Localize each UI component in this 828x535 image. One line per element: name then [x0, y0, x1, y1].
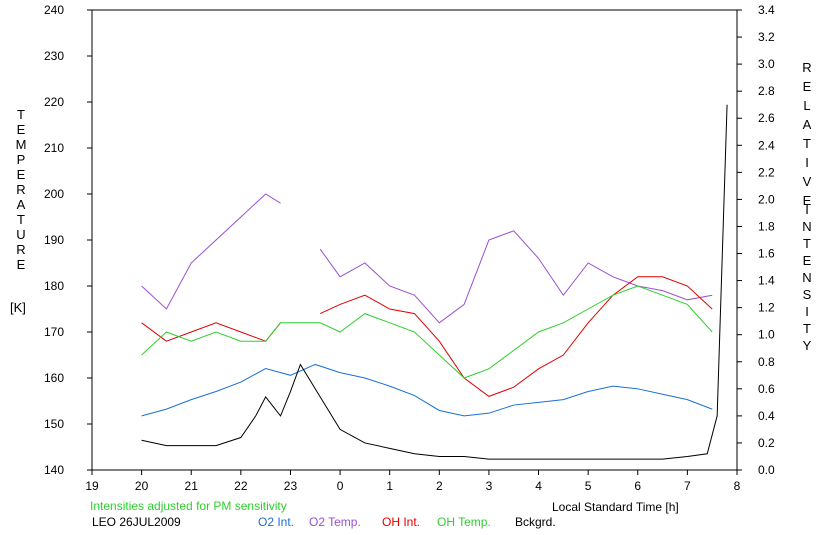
right-axis-ticks: 0.0 0.2 0.4 0.6 0.8 1.0 1.2 1.4 1.6 1.8 2.0 2.2 2.4 2… [737, 3, 775, 477]
right-axis-letter: A [802, 117, 812, 132]
left-tick-label: 230 [44, 49, 64, 63]
right-tick-label: 2.6 [758, 111, 775, 125]
left-axis-letter: T [17, 107, 25, 122]
right-tick-label: 3.4 [758, 3, 775, 17]
legend-entry: O2 Temp. [309, 515, 361, 529]
station-date: LEO 26JUL2009 [92, 515, 181, 529]
x-tick-label: 23 [284, 479, 298, 493]
legend-entry: OH Temp. [437, 515, 491, 529]
left-axis-letter: U [16, 227, 26, 242]
left-tick-label: 180 [44, 279, 64, 293]
legend-entry: OH Int. [382, 515, 421, 529]
right-axis-letter: T [803, 136, 811, 151]
x-tick-label: 20 [135, 479, 149, 493]
right-axis-letter: V [802, 174, 812, 189]
right-tick-label: 2.8 [758, 84, 775, 98]
right-axis-letter: R [802, 60, 812, 75]
x-tick-label: 3 [486, 479, 493, 493]
left-axis-ticks: 140 150 160 170 180 190 200 210 220 230 240 [44, 3, 92, 477]
right-tick-label: 1.8 [758, 219, 775, 233]
right-axis-letter: I [805, 304, 809, 319]
left-axis-letter: M [15, 137, 27, 152]
right-axis-letter: E [802, 193, 812, 208]
right-tick-label: 0.6 [758, 382, 775, 396]
series-oh-int-line [141, 322, 281, 342]
right-tick-label: 1.6 [758, 247, 775, 261]
left-axis-unit: [K] [10, 300, 26, 315]
left-tick-label: 210 [44, 141, 64, 155]
left-tick-label: 190 [44, 233, 64, 247]
right-axis-letter: N [802, 270, 812, 285]
x-tick-label: 2 [436, 479, 443, 493]
left-axis-letter: E [16, 122, 26, 137]
right-tick-label: 0.8 [758, 355, 775, 369]
right-tick-label: 0.2 [758, 436, 775, 450]
right-tick-label: 3.0 [758, 57, 775, 71]
left-axis-letter: P [16, 152, 26, 167]
right-tick-label: 2.2 [758, 165, 775, 179]
legend-entry: Bckgrd. [515, 515, 556, 529]
series-oh-temp-line [141, 285, 713, 379]
right-axis-letter: I [805, 155, 809, 170]
legend-entry: O2 Int. [258, 515, 295, 529]
left-axis-letter: R [16, 182, 26, 197]
right-axis-letter: E [802, 79, 812, 94]
right-axis-letter: S [802, 287, 812, 302]
right-axis-letter: Y [802, 338, 812, 353]
x-tick-label: 8 [734, 479, 741, 493]
right-axis-letter: T [803, 236, 811, 251]
right-axis-letter: L [803, 98, 811, 113]
left-tick-label: 220 [44, 95, 64, 109]
x-tick-label: 0 [337, 479, 344, 493]
series-o2-temp-line [319, 230, 713, 324]
x-axis-ticks: 19 20 21 22 23 0 1 2 3 4 5 6 7 8 [85, 470, 741, 493]
right-axis-letter: I [805, 202, 809, 217]
left-axis-letter: E [16, 167, 26, 182]
left-axis-letter: T [17, 212, 25, 227]
right-tick-label: 0.4 [758, 409, 775, 423]
pm-sensitivity-note: Intensities adjusted for PM sensitivity [90, 499, 287, 513]
right-axis-letter: E [802, 253, 812, 268]
right-tick-label: 0.0 [758, 463, 775, 477]
series-layer [141, 104, 728, 460]
left-axis-letter: A [16, 197, 26, 212]
left-tick-label: 240 [44, 3, 64, 17]
x-tick-label: 19 [85, 479, 99, 493]
x-tick-label: 1 [386, 479, 393, 493]
left-tick-label: 160 [44, 371, 64, 385]
series-oh-int-line [320, 276, 713, 397]
left-tick-label: 150 [44, 417, 64, 431]
left-tick-label: 170 [44, 325, 64, 339]
series-o2-temp-line [141, 193, 281, 310]
left-axis-letter: E [16, 257, 26, 272]
x-tick-label: 21 [185, 479, 199, 493]
x-tick-label: 7 [684, 479, 691, 493]
right-tick-label: 1.2 [758, 301, 775, 315]
right-axis-letter: N [802, 219, 812, 234]
right-tick-label: 3.2 [758, 30, 775, 44]
right-tick-label: 2.4 [758, 138, 775, 152]
series-o2-int-line [141, 363, 713, 417]
left-tick-label: 200 [44, 187, 64, 201]
right-tick-label: 2.0 [758, 192, 775, 206]
x-axis-title: Local Standard Time [h] [552, 500, 679, 514]
x-tick-label: 22 [234, 479, 248, 493]
left-tick-label: 140 [44, 463, 64, 477]
x-tick-label: 6 [634, 479, 641, 493]
left-axis-letter: R [16, 242, 26, 257]
right-axis-letter: T [803, 321, 811, 336]
series-bckgrd-line [141, 104, 728, 460]
x-tick-label: 4 [535, 479, 542, 493]
x-tick-label: 5 [585, 479, 592, 493]
right-tick-label: 1.0 [758, 328, 775, 342]
right-tick-label: 1.4 [758, 274, 775, 288]
